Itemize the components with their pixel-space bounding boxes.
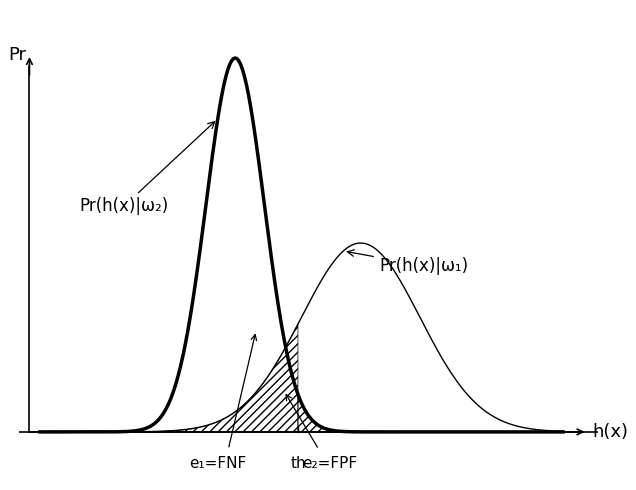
Text: h(x): h(x) [592,423,628,441]
Text: e₁=FNF: e₁=FNF [189,456,246,470]
Text: e₂=FPF: e₂=FPF [301,456,357,470]
Text: Pr(h(x)|ω₂): Pr(h(x)|ω₂) [79,122,215,216]
Text: Pr: Pr [8,46,26,64]
Text: th: th [290,456,306,470]
Text: Pr(h(x)|ω₁): Pr(h(x)|ω₁) [347,250,468,274]
